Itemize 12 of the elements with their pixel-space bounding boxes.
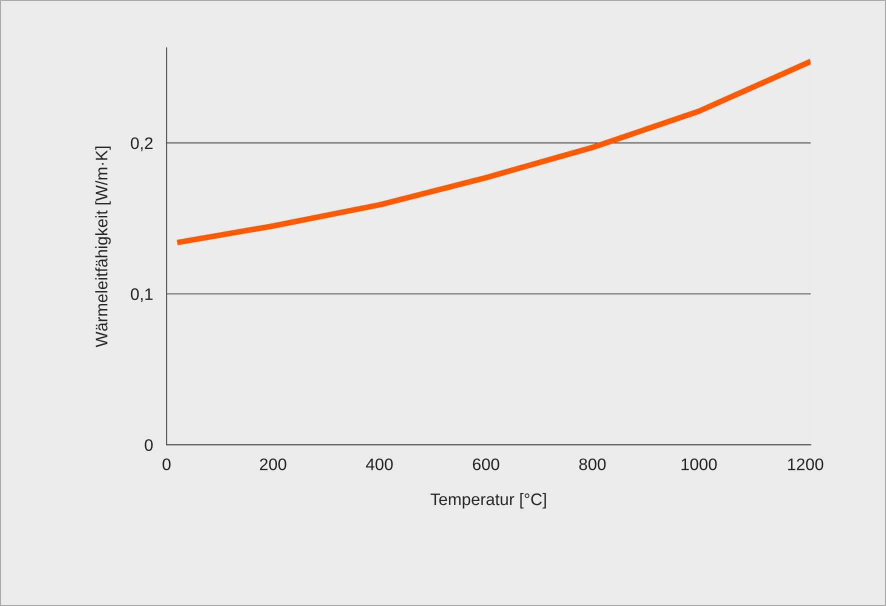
x-tick-label: 600 (472, 458, 500, 470)
y-tick-label: 0,2 (130, 137, 153, 152)
x-axis-title: Temperatur [°C] (430, 492, 546, 509)
x-tick-label: 1200 (788, 458, 824, 470)
x-tick-label: 200 (260, 458, 286, 470)
x-tick-label: 0 (162, 458, 171, 470)
x-tick-label: 400 (366, 458, 393, 470)
x-tick-label: 1000 (682, 458, 717, 470)
y-tick-label: 0 (144, 439, 153, 452)
y-axis-title: Wärmeleitfähigkeit [W/m·K] (95, 146, 111, 348)
y-tick-label: 0,1 (130, 288, 153, 302)
x-tick-label: 800 (579, 458, 606, 470)
